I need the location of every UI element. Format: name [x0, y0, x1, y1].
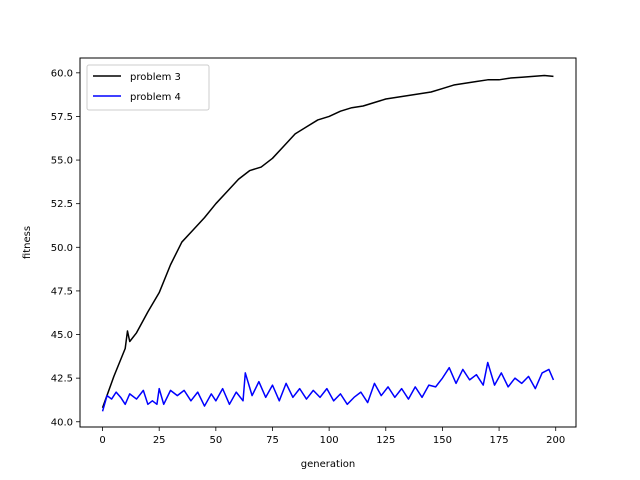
x-axis-label: generation — [301, 459, 355, 470]
y-tick-label: 50.0 — [51, 243, 73, 254]
series-line-problem-3 — [101, 74, 554, 409]
y-tick-label: 40.0 — [51, 417, 73, 428]
x-tick-label: 125 — [376, 435, 395, 446]
legend-label-problem-4: problem 4 — [130, 92, 181, 103]
x-tick-label: 200 — [546, 435, 565, 446]
y-tick-label: 47.5 — [51, 286, 73, 297]
x-tick-label: 175 — [490, 435, 509, 446]
y-tick-label: 55.0 — [51, 156, 73, 167]
y-tick-label: 42.5 — [51, 374, 73, 385]
series-line-problem-4 — [101, 361, 555, 412]
legend-label-problem-3: problem 3 — [130, 72, 181, 83]
x-tick-label: 50 — [209, 435, 222, 446]
legend: problem 3 problem 4 — [86, 64, 210, 111]
y-axis-label: fitness — [22, 226, 33, 259]
x-tick-label: 25 — [153, 435, 166, 446]
y-axis-ticks: 40.0 42.5 45.0 47.5 50.0 52.5 55.0 57.5 60.0 — [51, 68, 80, 428]
y-tick-label: 45.0 — [51, 330, 73, 341]
y-tick-label: 52.5 — [51, 199, 73, 210]
x-tick-label: 0 — [99, 435, 105, 446]
x-tick-label: 100 — [320, 435, 339, 446]
axes-frame — [79, 57, 577, 428]
plot-area — [101, 74, 555, 412]
y-tick-label: 57.5 — [51, 112, 73, 123]
x-axis-ticks: 0 25 50 75 100 125 150 175 200 — [99, 427, 565, 446]
x-tick-label: 75 — [266, 435, 279, 446]
x-tick-label: 150 — [433, 435, 452, 446]
y-tick-label: 60.0 — [51, 68, 73, 79]
